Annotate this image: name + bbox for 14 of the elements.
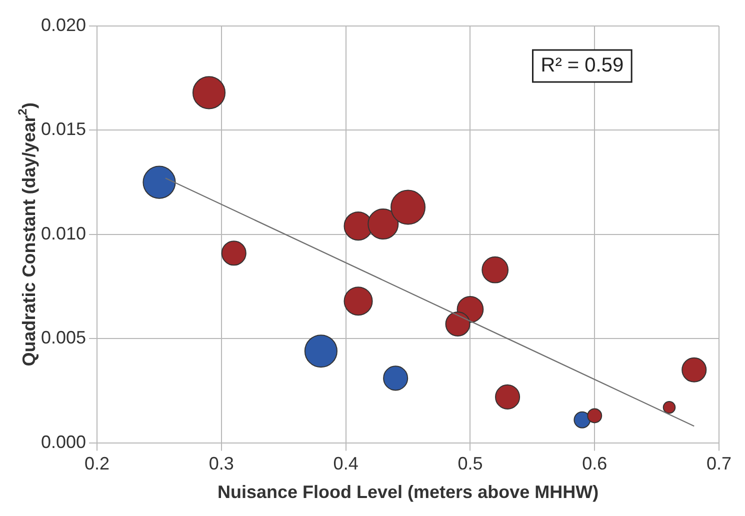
annotation: R² = 0.59 [540,54,624,77]
y-tick-label: 0.020 [40,14,86,35]
y-axis-title: Quadratic Constant (day/year2) [15,102,39,366]
x-tick-label: 0.6 [582,454,608,474]
y-tick-label: 0.015 [40,119,86,140]
x-tick-label: 0.3 [208,454,234,474]
x-tick-label: 0.5 [458,454,483,474]
y-tick-label: 0.010 [40,223,86,244]
x-tick-label: 0.4 [333,454,358,474]
x-tick-label: 0.2 [84,454,110,474]
y-tick-label: 0.000 [40,432,86,452]
x-axis-title: Nuisance Flood Level (meters above MHHW) [217,482,599,502]
x-tick-label: 0.7 [706,454,732,474]
y-tick-label: 0.005 [40,328,86,348]
